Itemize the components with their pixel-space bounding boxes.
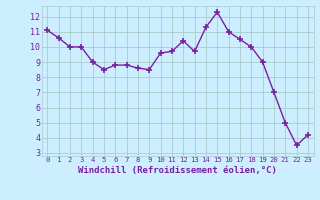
X-axis label: Windchill (Refroidissement éolien,°C): Windchill (Refroidissement éolien,°C) — [78, 166, 277, 175]
